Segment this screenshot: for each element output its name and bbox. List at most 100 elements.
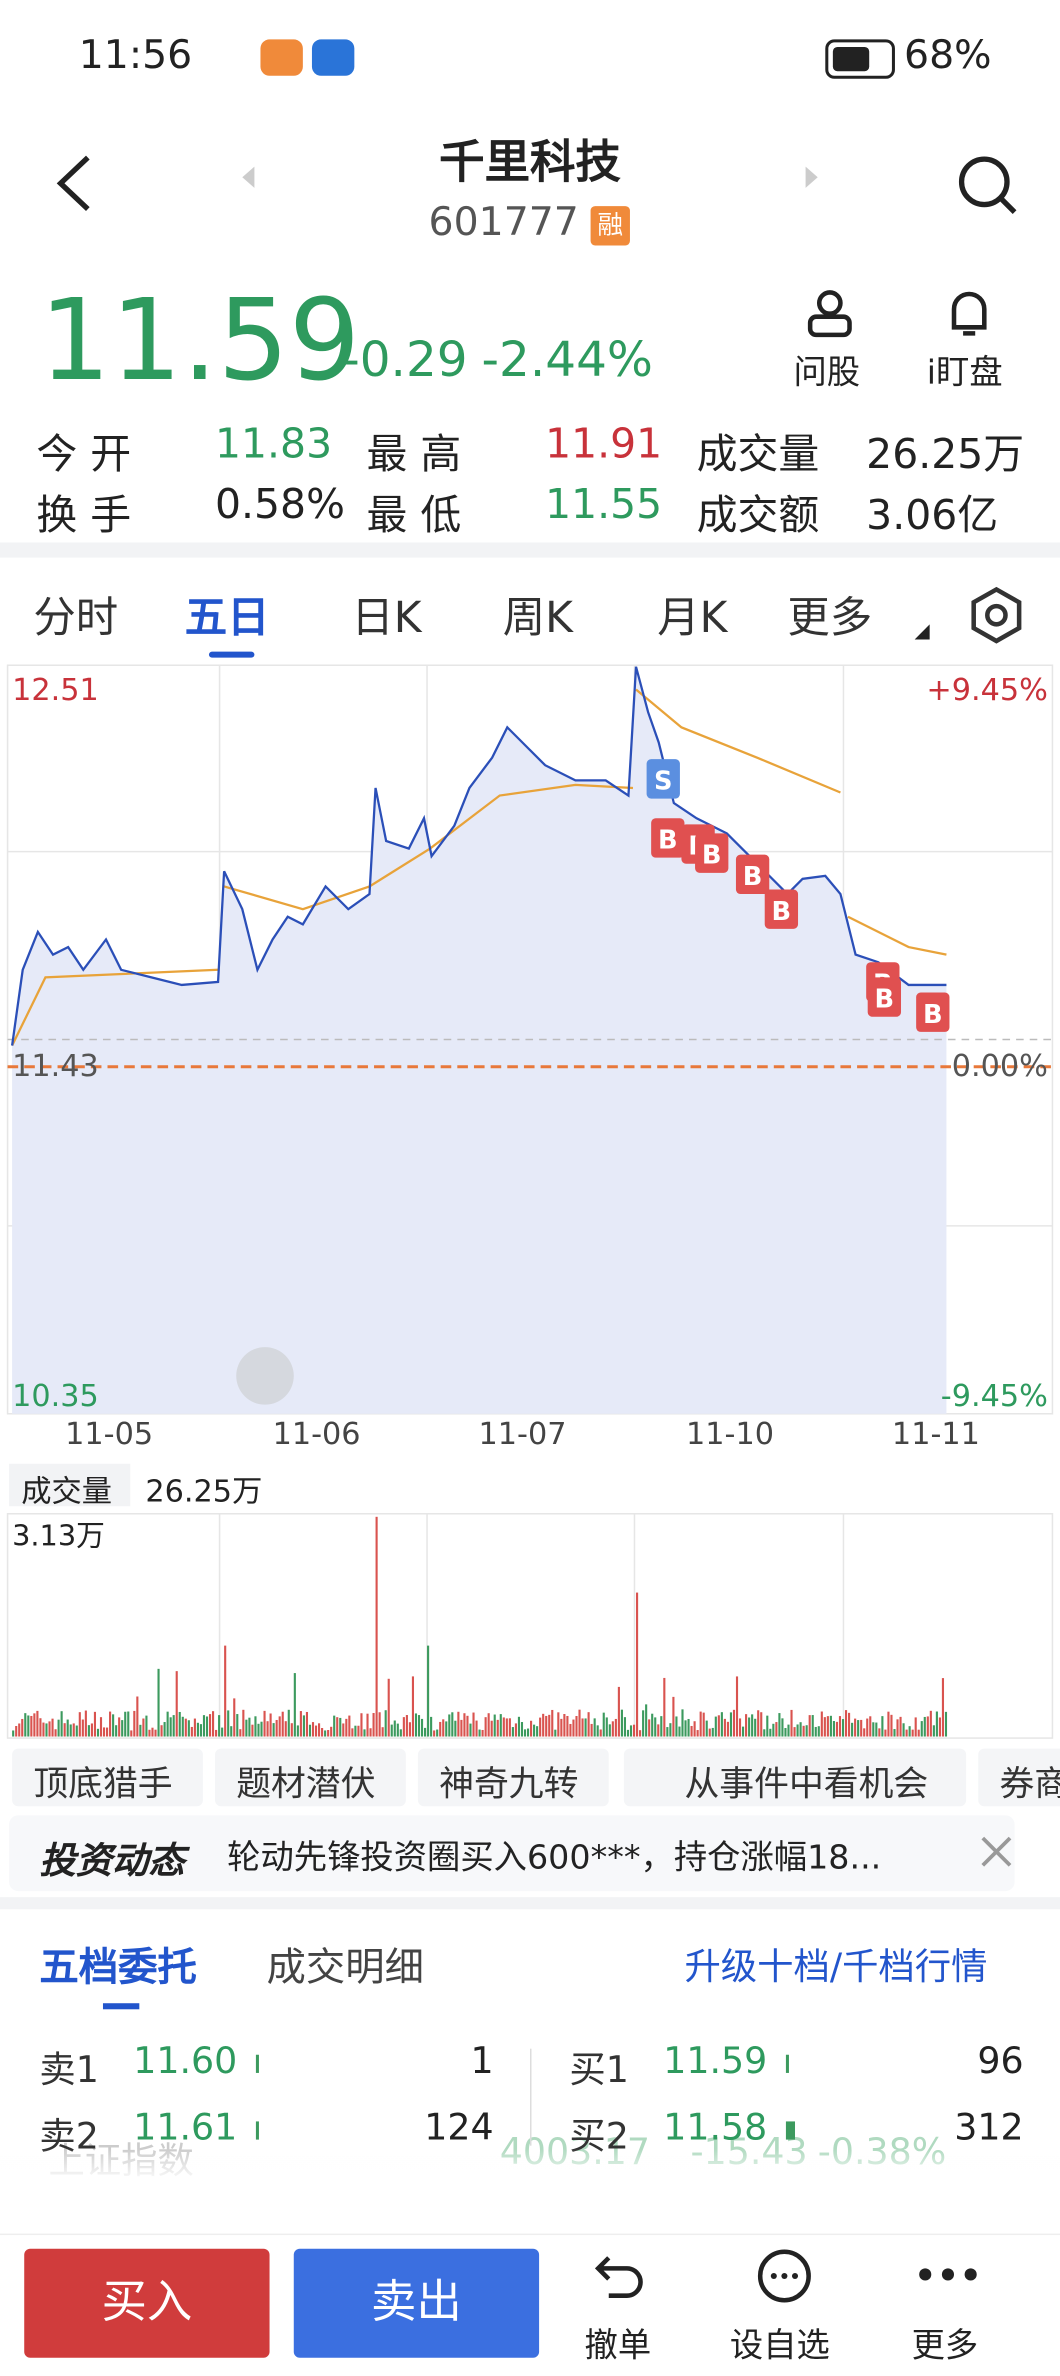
margin-badge: 融 — [590, 206, 630, 246]
volume-chart: 3.13万 — [6, 1513, 1054, 1739]
volume-bar — [717, 1715, 720, 1737]
volume-bar — [106, 1727, 109, 1737]
volume-bar — [590, 1723, 593, 1737]
tool-chip-label[interactable]: 顶底猎手 — [33, 1765, 173, 1805]
watchlist-button[interactable]: 设自选 — [729, 2327, 830, 2366]
tool-chip[interactable] — [417, 1748, 609, 1807]
volume-bar — [508, 1718, 511, 1737]
volume-bar — [932, 1725, 935, 1737]
chart-tab[interactable]: 月K — [657, 592, 728, 643]
orderbook-tab[interactable]: 成交明细 — [266, 1945, 425, 1992]
tool-chip-label[interactable]: 神奇九转 — [439, 1765, 579, 1805]
pct-bottom-label: -9.45% — [941, 1379, 1048, 1414]
volume-bar — [720, 1712, 723, 1737]
volume-bar — [148, 1729, 151, 1737]
trade-marker-label: B — [923, 1000, 943, 1030]
order-volume-bar — [255, 2121, 259, 2140]
volume-bar — [451, 1712, 454, 1737]
tool-chip[interactable] — [215, 1748, 406, 1807]
y-mid-label: 11.43 — [12, 1049, 99, 1084]
volume-bar — [639, 1730, 642, 1737]
volume-bar — [354, 1725, 357, 1737]
volume-bar — [520, 1722, 524, 1737]
tool-chip-label[interactable]: 从事件中看机会 — [684, 1765, 929, 1805]
watch-icon[interactable] — [942, 285, 997, 340]
volume-bar — [941, 1678, 945, 1737]
volume-bar — [260, 1721, 263, 1737]
volume-bar — [908, 1726, 911, 1737]
volume-bar — [390, 1724, 393, 1737]
volume-bar — [669, 1723, 672, 1737]
tool-chip-label[interactable]: 券商 — [999, 1765, 1060, 1805]
app-icon — [311, 39, 355, 76]
watch-button[interactable]: i盯盘 — [926, 354, 1003, 393]
volume-bar — [632, 1724, 636, 1737]
volume-bar — [551, 1709, 554, 1737]
volume-bar — [287, 1709, 290, 1737]
settings-button[interactable] — [966, 585, 1027, 646]
ask-icon[interactable] — [803, 285, 858, 340]
volume-bar — [566, 1715, 569, 1737]
volume-bar — [608, 1724, 611, 1737]
volume-bar — [39, 1718, 42, 1737]
volume-bar — [190, 1726, 193, 1737]
volume-bar — [372, 1713, 375, 1737]
volume-tag-bg — [9, 1463, 131, 1507]
volume-bar — [296, 1725, 299, 1737]
more-button[interactable]: 更多 — [911, 2327, 979, 2366]
sell-button[interactable]: 卖出 — [293, 2248, 540, 2358]
volume-bar — [163, 1722, 166, 1737]
buy-button[interactable]: 买入 — [24, 2248, 270, 2358]
volume-bar — [181, 1716, 184, 1737]
ask-button[interactable]: 问股 — [793, 354, 861, 393]
chart-tab[interactable]: 周K — [502, 592, 573, 643]
volume-bar — [805, 1725, 808, 1737]
tool-chip-label[interactable]: 题材潜伏 — [236, 1765, 376, 1805]
chart-tab[interactable]: 分时 — [33, 592, 119, 643]
volume-bar — [614, 1718, 617, 1737]
stock-code: 601777 — [428, 200, 579, 246]
volume-bar — [835, 1721, 839, 1737]
x-date-label: 11-10 — [685, 1415, 774, 1452]
x-date-label: 11-07 — [478, 1415, 567, 1452]
volume-bar — [399, 1729, 402, 1737]
volume-bar — [787, 1724, 790, 1737]
volume-bar — [893, 1729, 896, 1737]
volume-bar — [481, 1729, 484, 1737]
order-level: 卖1 — [39, 2048, 99, 2092]
prev-stock[interactable] — [239, 164, 257, 191]
chart-tab[interactable]: 五日 — [184, 592, 270, 643]
volume-bar — [457, 1711, 460, 1737]
close-news[interactable] — [978, 1834, 1014, 1870]
volume-bar — [257, 1723, 260, 1737]
trade-marker-label: B — [743, 862, 763, 892]
upgrade-link[interactable]: 升级十档/千档行情 — [684, 1945, 988, 1989]
pct-top-label: +9.45% — [926, 673, 1048, 708]
volume-bar — [463, 1713, 466, 1737]
cancel-button[interactable]: 撤单 — [584, 2327, 652, 2366]
next-stock[interactable] — [803, 164, 821, 191]
volume-bar — [542, 1713, 545, 1737]
volume-bar — [208, 1714, 212, 1737]
volume-bar — [684, 1720, 687, 1737]
tool-chip[interactable] — [12, 1748, 203, 1807]
chart-tab[interactable]: 更多 — [787, 592, 873, 643]
chart-tab[interactable]: 日K — [351, 592, 422, 643]
volume-bar — [860, 1719, 863, 1737]
back-button[interactable] — [45, 148, 106, 218]
volume-bar — [944, 1711, 948, 1737]
volume-bar — [808, 1715, 811, 1737]
volume-bar — [145, 1715, 148, 1737]
volume-bar — [269, 1713, 272, 1737]
volume-bar — [672, 1696, 675, 1737]
tool-chip[interactable] — [623, 1748, 967, 1807]
volume-bar — [487, 1713, 490, 1737]
volume-bar — [560, 1718, 563, 1737]
news-bar[interactable] — [9, 1815, 1015, 1892]
stat-label: 最 低 — [366, 492, 462, 540]
volume-bar — [699, 1711, 702, 1737]
search-button[interactable] — [954, 152, 1024, 222]
tool-chip[interactable] — [978, 1748, 1060, 1807]
orderbook-tab-active[interactable]: 五档委托 — [39, 1945, 197, 1992]
